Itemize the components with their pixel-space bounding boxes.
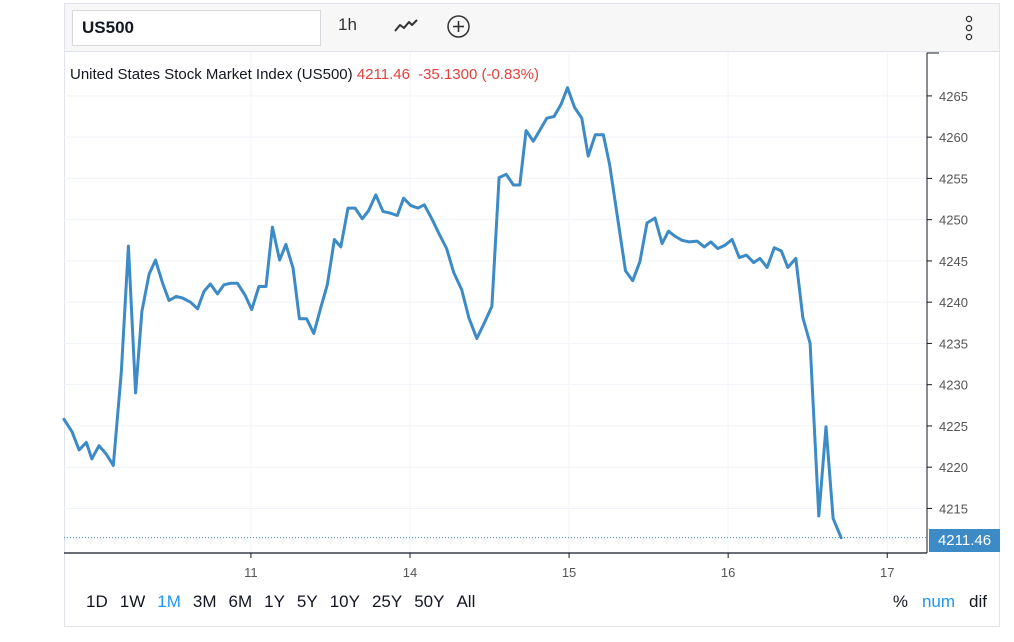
y-tick-label: 4255 (939, 171, 968, 186)
symbol-search-input[interactable] (72, 10, 321, 46)
scale-button-percent[interactable]: % (892, 592, 908, 611)
y-tick-label: 4260 (939, 130, 968, 145)
line-chart-icon[interactable] (393, 16, 419, 36)
range-button-1m[interactable]: 1M (157, 592, 181, 611)
y-tick-label: 4230 (939, 378, 968, 393)
price-axis: 4215 4220 4225 4230 4235 4240 4245 4250 4255 4260… (926, 52, 968, 553)
y-tick-label: 4220 (939, 460, 968, 475)
range-button-6m[interactable]: 6M (228, 592, 253, 611)
x-tick-label: 17 (880, 565, 894, 580)
more-vertical-icon[interactable] (962, 14, 976, 42)
legend-price: 4211.46 (356, 66, 410, 83)
range-button-5y[interactable]: 5Y (296, 592, 318, 611)
range-button-1d[interactable]: 1D (86, 592, 108, 611)
range-button-3m[interactable]: 3M (192, 592, 217, 611)
last-price-label: 4211.46 (929, 529, 1000, 552)
x-tick-label: 16 (721, 565, 735, 580)
legend-change: -35.1300 (-0.83%) (418, 66, 539, 83)
y-tick-label: 4240 (939, 295, 968, 310)
price-series (62, 86, 927, 540)
scale-selector: % num dif (879, 592, 987, 612)
y-tick-label: 4250 (939, 213, 968, 228)
legend-symbol-name: United States Stock Market Index (US500) (70, 66, 353, 83)
interval-button[interactable]: 1h (338, 15, 357, 34)
scale-button-num[interactable]: num (921, 592, 956, 611)
range-button-1y[interactable]: 1Y (264, 592, 285, 611)
y-tick-label: 4215 (939, 501, 968, 516)
price-line (62, 86, 843, 540)
y-tick-label: 4265 (939, 89, 968, 104)
y-tick-label: 4235 (939, 336, 968, 351)
range-button-1w[interactable]: 1W (119, 592, 146, 611)
y-tick-label: 4225 (939, 419, 968, 434)
x-tick-label: 11 (244, 565, 258, 580)
range-button-25y[interactable]: 25Y (371, 592, 403, 611)
range-button-all[interactable]: All (456, 592, 476, 611)
x-tick-label: 14 (403, 565, 417, 580)
x-tick-label: 15 (562, 565, 576, 580)
time-axis: 11 14 15 16 17 (64, 552, 927, 580)
plus-circle-icon[interactable] (446, 14, 471, 39)
y-tick-label: 4245 (939, 254, 968, 269)
range-button-10y[interactable]: 10Y (329, 592, 360, 611)
chart-legend: United States Stock Market Index (US500)… (70, 66, 539, 83)
time-range-selector: 1D 1W 1M 3M 6M 1Y 5Y 10Y 25Y 50Y All (86, 592, 487, 612)
range-button-50y[interactable]: 50Y (414, 592, 445, 611)
scale-button-dif[interactable]: dif (969, 592, 987, 611)
